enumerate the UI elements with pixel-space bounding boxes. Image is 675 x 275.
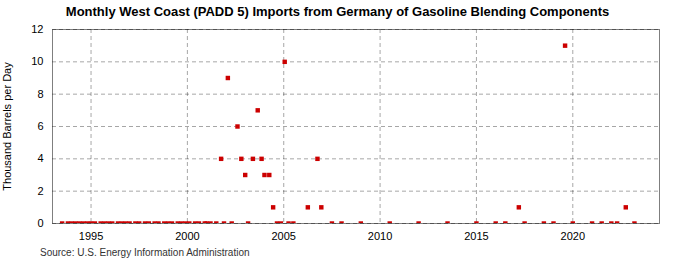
svg-text:2: 2	[37, 185, 43, 197]
svg-text:0: 0	[37, 217, 43, 229]
html-text:Source: U.S. Energy Informatio: Source: U.S. Energy Information Administ…	[40, 247, 250, 258]
svg-text:2020: 2020	[561, 230, 585, 242]
svg-text:12: 12	[31, 23, 43, 35]
svg-text:Thousand Barrels per Day: Thousand Barrels per Day	[1, 62, 13, 191]
svg-text:1995: 1995	[79, 230, 103, 242]
svg-text:2015: 2015	[464, 230, 488, 242]
svg-text:2000: 2000	[175, 230, 199, 242]
svg-text:2005: 2005	[271, 230, 295, 242]
html-text:Monthly West Coast (PADD 5) Im: Monthly West Coast (PADD 5) Imports from…	[65, 4, 610, 19]
svg-text:6: 6	[37, 120, 43, 132]
svg-text:4: 4	[37, 152, 43, 164]
svg-text:8: 8	[37, 88, 43, 100]
svg-text:10: 10	[31, 55, 43, 67]
svg-text:2010: 2010	[368, 230, 392, 242]
